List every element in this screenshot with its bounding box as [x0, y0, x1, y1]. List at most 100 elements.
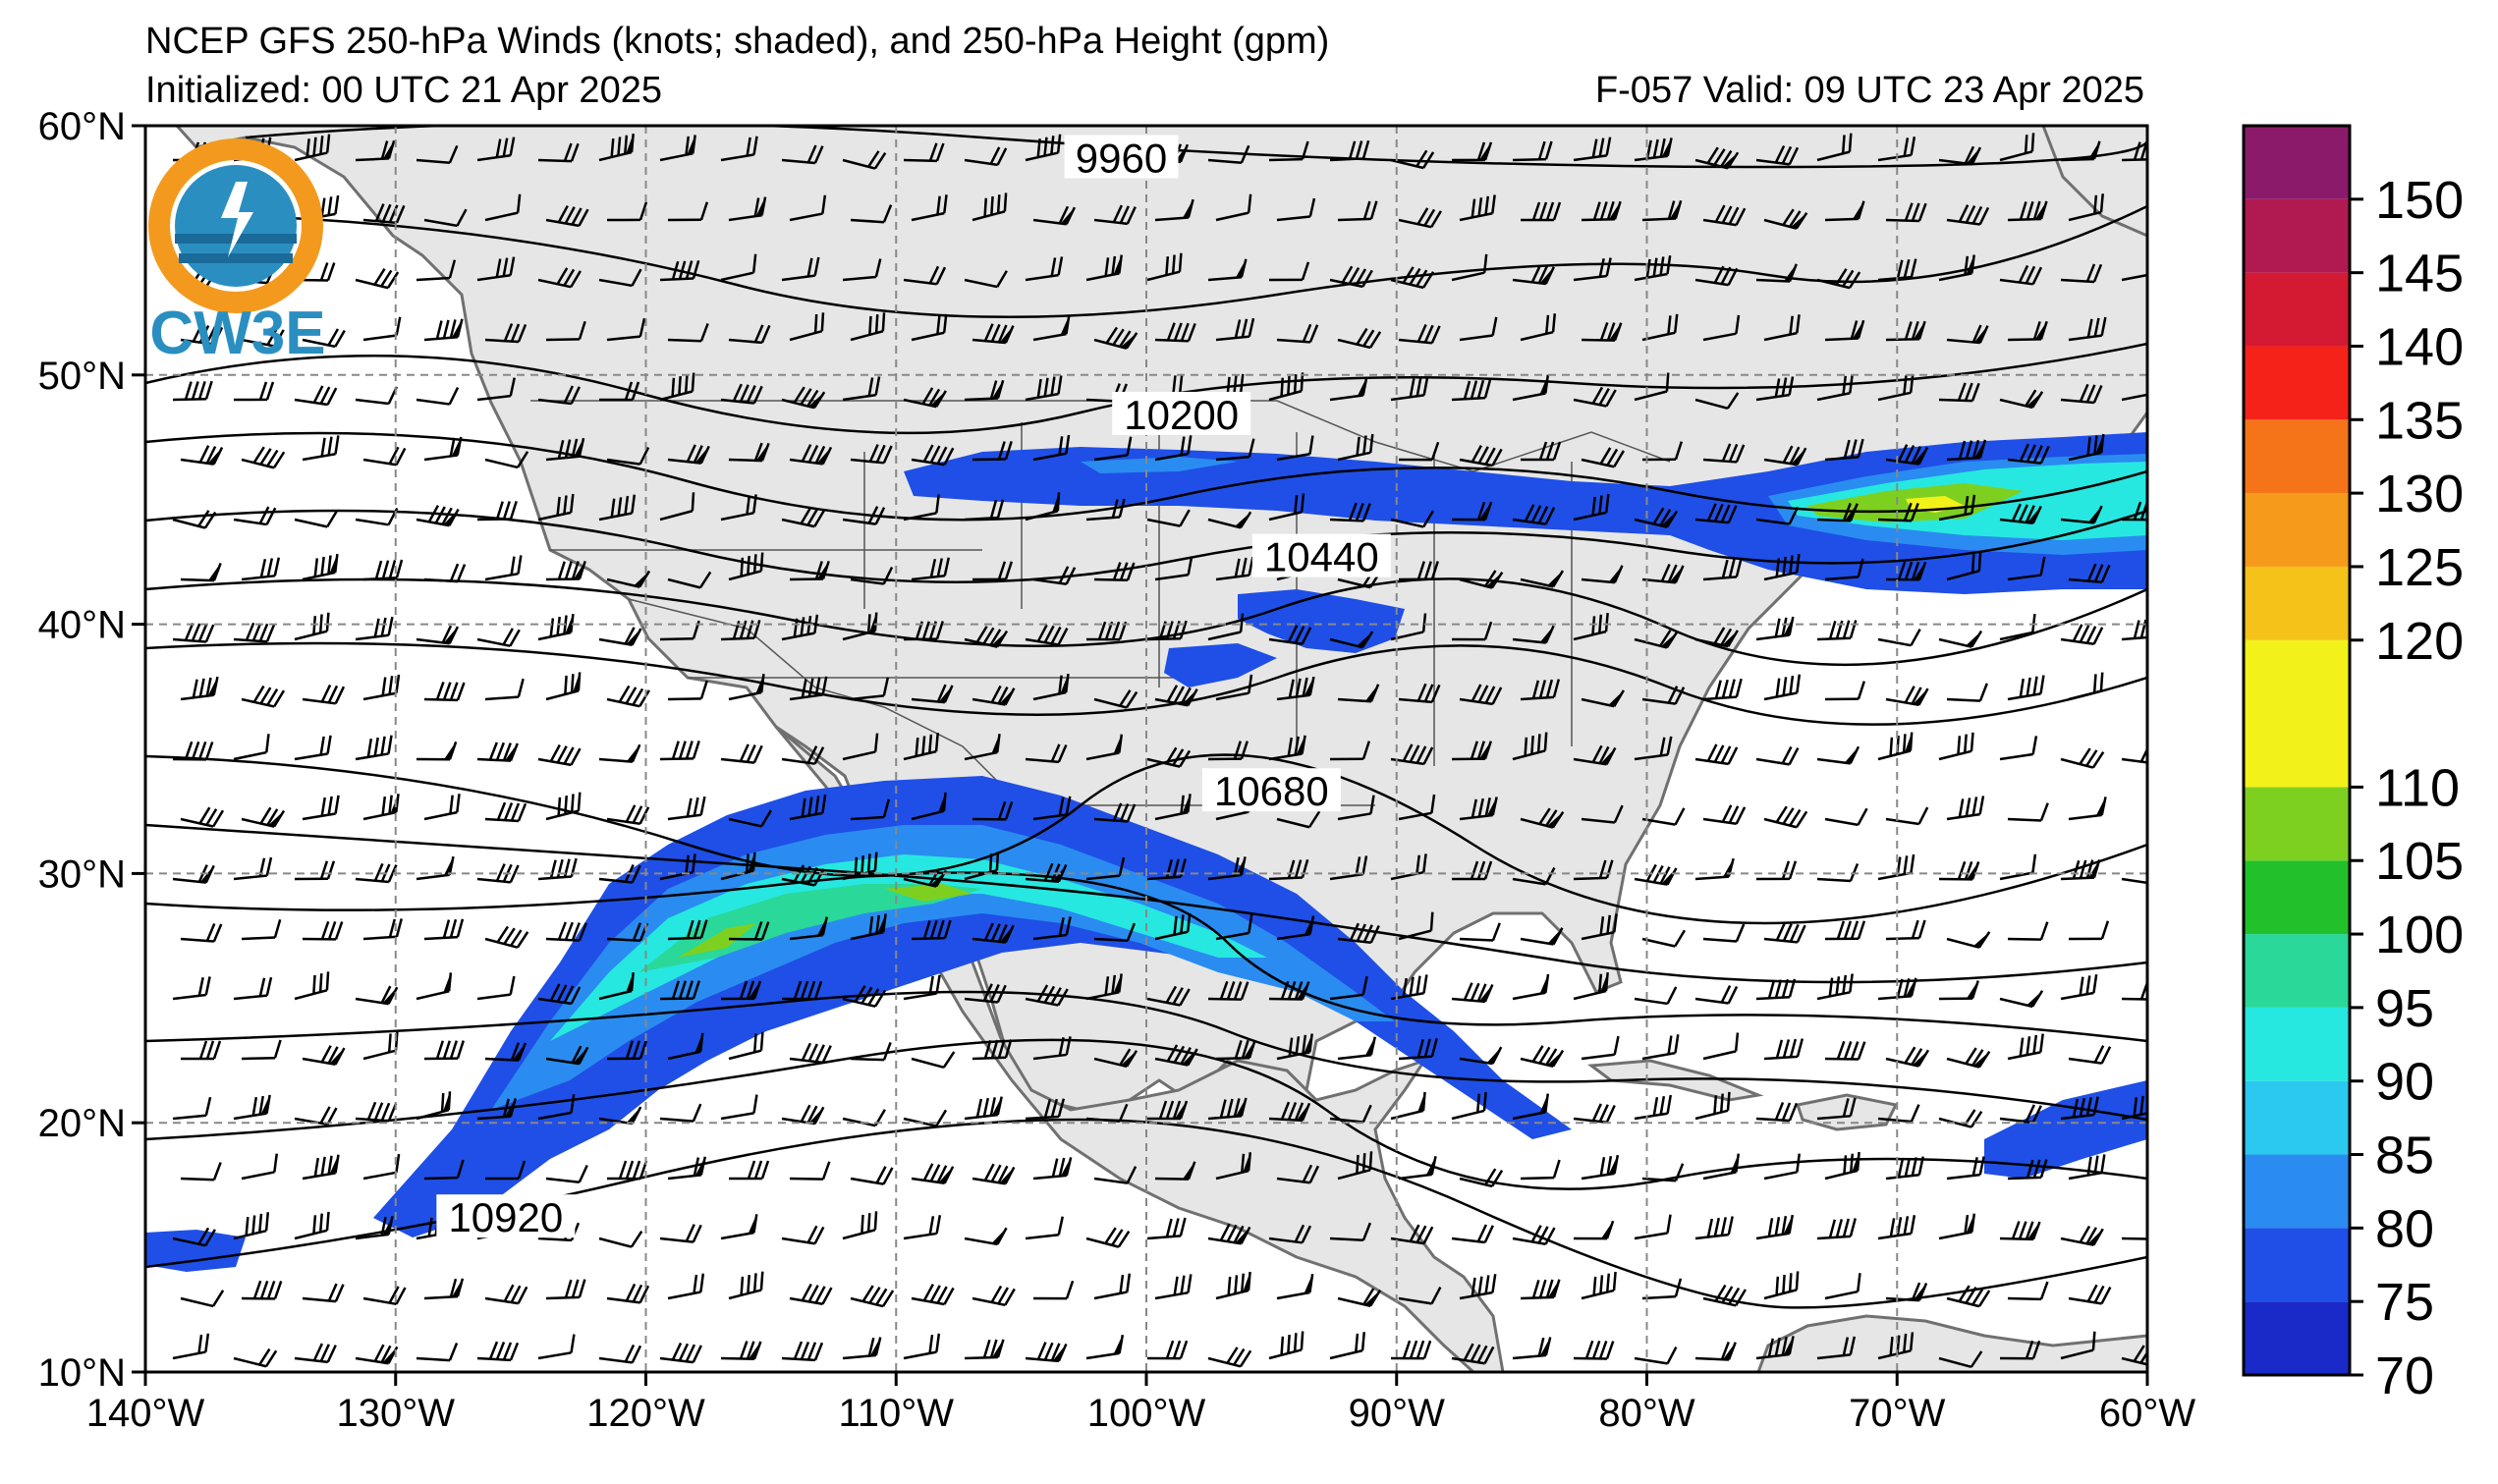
- contour-label-bg: [1064, 135, 1179, 179]
- colorbar-label: 80: [2375, 1199, 2434, 1258]
- wind-barb: [606, 570, 651, 588]
- wind-barb: [1641, 1034, 1680, 1061]
- wind-barb: [781, 256, 820, 282]
- wind-barb: [362, 203, 406, 225]
- wind-barb: [423, 1159, 465, 1181]
- wind-barb: [1999, 1104, 2042, 1125]
- wind-barb: [241, 446, 286, 469]
- wind-barb: [1268, 625, 1312, 646]
- wind-barb: [598, 1344, 642, 1364]
- wind-barb: [1207, 741, 1249, 761]
- wind-barb: [1816, 502, 1859, 522]
- wind-barb: [545, 1164, 588, 1183]
- wind-barb: [476, 137, 516, 162]
- colorbar-segment: [2244, 198, 2350, 273]
- colorbar-label: 150: [2375, 171, 2464, 230]
- wind-barb: [1398, 207, 1442, 229]
- wind-barb: [2007, 1033, 2044, 1061]
- wind-barb: [1885, 1156, 1924, 1181]
- wind-barb: [1520, 570, 1565, 588]
- wind-barb: [537, 385, 581, 406]
- wind-barb: [1093, 802, 1137, 823]
- wind-barb: [1459, 316, 1498, 342]
- lat-tick-label: 20°N: [38, 1102, 126, 1145]
- wind-barb: [294, 971, 330, 1001]
- height-contour: [245, 204, 2147, 318]
- wind-barb: [1390, 266, 1435, 290]
- north-jet-shade-75: [904, 432, 2147, 594]
- wind-barb: [423, 563, 467, 583]
- wind-barb: [1581, 1035, 1620, 1061]
- wind-barb: [1877, 628, 1921, 647]
- wind-barb: [172, 1096, 212, 1121]
- wind-barb: [1268, 858, 1309, 881]
- colorbar-label: 110: [2375, 758, 2460, 817]
- wind-barb: [606, 447, 650, 466]
- wind-barb: [850, 1041, 892, 1062]
- wind-barb: [1215, 193, 1252, 222]
- wind-barb: [1877, 137, 1916, 162]
- wind-barb: [2060, 383, 2103, 405]
- wind-barb: [362, 559, 404, 581]
- wind-barb: [1634, 630, 1679, 649]
- height-contour: [145, 431, 2147, 522]
- wind-barb: [720, 743, 763, 764]
- wind-barb: [1999, 990, 2044, 1009]
- lon-tick-label: 70°W: [1849, 1392, 1945, 1435]
- wind-barb: [1763, 208, 1808, 230]
- wind-barb: [476, 256, 516, 282]
- wind-barb: [1573, 613, 1609, 641]
- wind-barb: [789, 194, 827, 222]
- lon-tick-label: 110°W: [838, 1392, 954, 1435]
- wind-barb: [1085, 1227, 1131, 1248]
- wind-barb: [1946, 1047, 1991, 1069]
- wind-barb: [1763, 445, 1807, 467]
- wind-barb: [294, 510, 339, 528]
- colorbar-label: 145: [2375, 245, 2464, 303]
- wind-barb: [1824, 1040, 1866, 1061]
- wind-barb: [2121, 1094, 2147, 1121]
- wind-barb: [1702, 204, 1747, 227]
- wind-barb: [1885, 1282, 1928, 1302]
- wind-barb: [476, 377, 516, 402]
- wind-barb: [1337, 684, 1380, 703]
- wind-barb: [606, 1283, 650, 1304]
- wind-barb: [1581, 1271, 1617, 1300]
- wind-barb: [1885, 444, 1929, 466]
- wind-barb: [1154, 1044, 1198, 1067]
- wind-barb: [1573, 1103, 1616, 1124]
- wind-barb: [1634, 736, 1673, 761]
- wind-barb: [1755, 978, 1797, 1001]
- wind-barb: [1755, 1102, 1799, 1123]
- wind-barb: [1207, 144, 1250, 164]
- contour-label: 10440: [1264, 534, 1379, 580]
- wind-barb: [1512, 264, 1555, 286]
- wind-barb: [1337, 922, 1380, 944]
- colorbar-frame: [2242, 124, 2352, 1377]
- wind-barb: [1154, 322, 1196, 343]
- wind-barb: [606, 804, 650, 825]
- wind-barb: [1702, 923, 1746, 943]
- wind-barb: [1093, 922, 1137, 943]
- wind-barb: [1946, 796, 1985, 821]
- colorbar: 70 75 80 85 90 95 100 105 110 120 125 130 135 140 145 1…: [2242, 124, 2464, 1405]
- wind-barb: [241, 557, 281, 581]
- wind-barb: [2060, 1331, 2096, 1360]
- wind-barb: [1337, 327, 1382, 350]
- wind-barb: [1276, 1164, 1320, 1184]
- wind-barb: [1634, 986, 1678, 1006]
- colorbar-segment: [2244, 1154, 2350, 1229]
- wind-barb: [1032, 916, 1072, 941]
- wind-barb: [1093, 689, 1138, 709]
- wind-barb: [964, 270, 1008, 289]
- wind-barb: [362, 1286, 407, 1306]
- wind-barb: [964, 983, 1007, 1004]
- wind-barb: [1154, 912, 1192, 941]
- wind-barb: [1459, 922, 1501, 942]
- wind-barb: [971, 1163, 1016, 1185]
- wind-barb: [2068, 1154, 2106, 1181]
- wind-barb: [1938, 1350, 1983, 1368]
- wind-barb: [476, 501, 518, 522]
- wind-barb: [2007, 802, 2049, 822]
- wind-barb: [1329, 1104, 1372, 1124]
